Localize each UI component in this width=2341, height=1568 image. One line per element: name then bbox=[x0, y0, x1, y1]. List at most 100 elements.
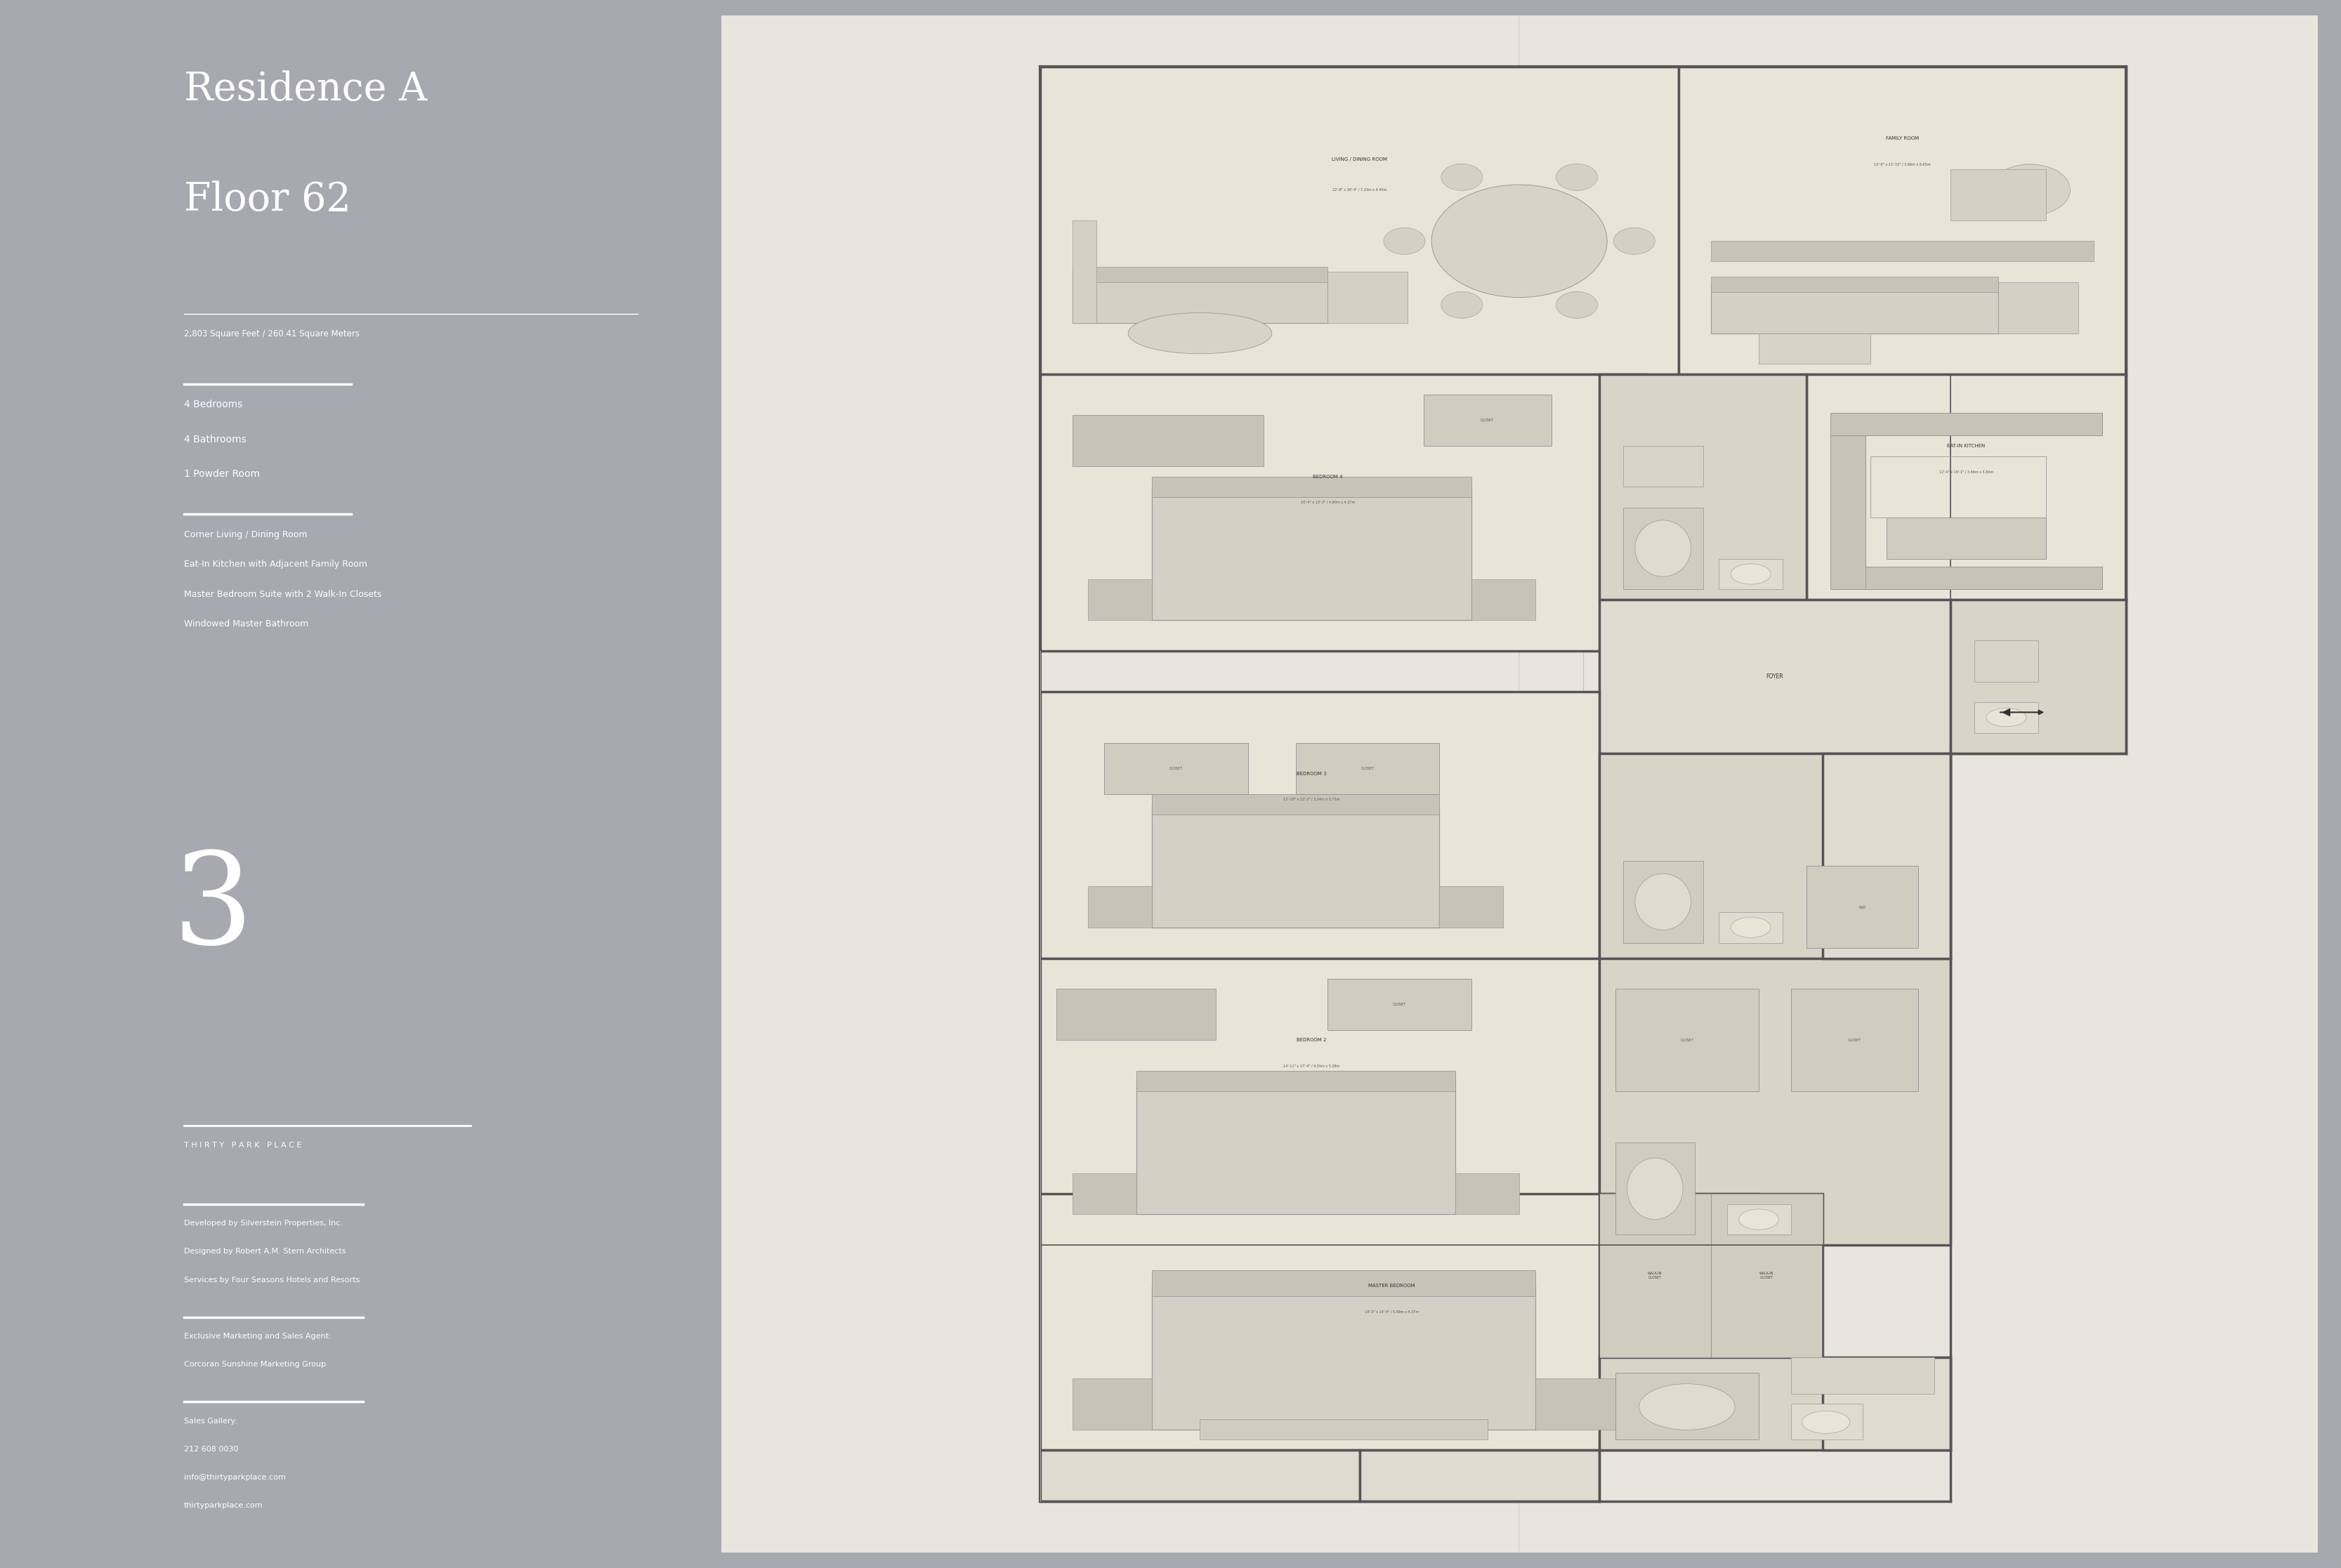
Bar bbox=[1870, 456, 2046, 517]
Bar bbox=[1728, 1204, 1791, 1234]
Text: 12'-10" x 12'-3" / 3.24m x 3.73m: 12'-10" x 12'-3" / 3.24m x 3.73m bbox=[1283, 798, 1339, 801]
Bar bbox=[1472, 579, 1536, 619]
Bar bbox=[1758, 334, 1870, 364]
Text: 2,803 Square Feet / 260.41 Square Meters: 2,803 Square Feet / 260.41 Square Meters bbox=[185, 329, 361, 339]
Text: 14'-11" x 17'-4" / 4.55m x 5.28m: 14'-11" x 17'-4" / 4.55m x 5.28m bbox=[1283, 1065, 1339, 1068]
Bar bbox=[1599, 375, 1807, 599]
Bar bbox=[1072, 416, 1264, 466]
Bar bbox=[1711, 241, 2095, 262]
Text: 22'-8" x 36'-4" / 7.23m x 4.45m: 22'-8" x 36'-4" / 7.23m x 4.45m bbox=[1332, 188, 1386, 191]
Bar bbox=[1327, 978, 1472, 1030]
Text: Developed by Silverstein Properties, Inc.: Developed by Silverstein Properties, Inc… bbox=[185, 1220, 342, 1226]
Text: CLOSET: CLOSET bbox=[1681, 1038, 1693, 1041]
Text: W/D: W/D bbox=[1859, 905, 1866, 909]
Text: Floor 62: Floor 62 bbox=[185, 180, 351, 220]
Text: thirtyparkplace.com: thirtyparkplace.com bbox=[185, 1502, 262, 1508]
Bar bbox=[1711, 278, 1999, 292]
Bar bbox=[1791, 1403, 1863, 1439]
Bar bbox=[1831, 412, 2102, 436]
Text: Exclusive Marketing and Sales Agent:: Exclusive Marketing and Sales Agent: bbox=[185, 1333, 330, 1339]
Bar bbox=[1615, 989, 1758, 1091]
Bar bbox=[1039, 1193, 1758, 1450]
Bar bbox=[1536, 1378, 1615, 1430]
Bar bbox=[1807, 866, 1920, 949]
Bar bbox=[1456, 1173, 1519, 1214]
Text: WALK-IN
CLOSET: WALK-IN CLOSET bbox=[1648, 1272, 1662, 1279]
Bar bbox=[1135, 1071, 1456, 1091]
Text: 4 Bedrooms: 4 Bedrooms bbox=[185, 400, 243, 409]
Bar bbox=[1072, 1378, 1152, 1430]
Bar bbox=[1973, 702, 2039, 732]
Ellipse shape bbox=[1730, 564, 1770, 585]
Ellipse shape bbox=[1128, 312, 1271, 354]
Circle shape bbox=[1442, 292, 1482, 318]
Bar bbox=[1950, 169, 2046, 221]
Text: 12'-0" x 21'-10" / 3.66m x 6.65m: 12'-0" x 21'-10" / 3.66m x 6.65m bbox=[1875, 163, 1931, 166]
Bar bbox=[1999, 282, 2079, 334]
Text: CLOSET: CLOSET bbox=[1170, 767, 1182, 770]
Bar bbox=[1718, 913, 1784, 942]
Ellipse shape bbox=[1803, 1411, 1849, 1433]
Ellipse shape bbox=[1730, 917, 1770, 938]
Text: WALK-IN
CLOSET: WALK-IN CLOSET bbox=[1760, 1272, 1774, 1279]
Bar bbox=[1089, 579, 1152, 619]
Text: 16'-4" x 13'-2" / 4.80m x 4.37m: 16'-4" x 13'-2" / 4.80m x 4.37m bbox=[1302, 500, 1355, 503]
Bar bbox=[1360, 1450, 1599, 1501]
Bar bbox=[1039, 691, 1599, 958]
Bar bbox=[1622, 508, 1702, 590]
Text: BEDROOM 3: BEDROOM 3 bbox=[1297, 771, 1327, 776]
Bar bbox=[1599, 599, 1950, 753]
Text: T H I R T Y   P A R K   P L A C E: T H I R T Y P A R K P L A C E bbox=[185, 1142, 302, 1148]
Circle shape bbox=[1442, 165, 1482, 190]
Bar bbox=[1824, 1358, 1950, 1450]
Bar bbox=[1950, 599, 2126, 753]
Text: BEDROOM 2: BEDROOM 2 bbox=[1297, 1038, 1327, 1043]
Text: info@thirtyparkplace.com: info@thirtyparkplace.com bbox=[185, 1474, 286, 1480]
Bar bbox=[1711, 1193, 1824, 1358]
Bar bbox=[1831, 566, 2102, 590]
Text: Master Bedroom Suite with 2 Walk-In Closets: Master Bedroom Suite with 2 Walk-In Clos… bbox=[185, 590, 382, 599]
Circle shape bbox=[1613, 227, 1655, 254]
Text: Corcoran Sunshine Marketing Group: Corcoran Sunshine Marketing Group bbox=[185, 1361, 325, 1367]
Ellipse shape bbox=[1634, 873, 1690, 930]
Bar bbox=[1599, 753, 1950, 958]
Bar bbox=[1039, 375, 1648, 651]
Ellipse shape bbox=[1739, 1209, 1779, 1229]
Text: FOYER: FOYER bbox=[1765, 673, 1784, 679]
Text: MASTER BEDROOM: MASTER BEDROOM bbox=[1367, 1284, 1414, 1287]
Text: Sales Gallery:: Sales Gallery: bbox=[185, 1417, 236, 1424]
Bar bbox=[1615, 1374, 1758, 1439]
Text: Services by Four Seasons Hotels and Resorts: Services by Four Seasons Hotels and Reso… bbox=[185, 1276, 361, 1283]
Bar bbox=[1039, 67, 1678, 375]
Bar bbox=[1039, 958, 1599, 1245]
Bar bbox=[1831, 416, 1866, 590]
Text: 1 Powder Room: 1 Powder Room bbox=[185, 469, 260, 478]
Circle shape bbox=[1990, 165, 2069, 215]
Bar bbox=[1423, 395, 1552, 445]
Text: 18'-0" x 14'-4" / 5.49m x 4.37m: 18'-0" x 14'-4" / 5.49m x 4.37m bbox=[1365, 1309, 1419, 1314]
Text: Residence A: Residence A bbox=[185, 71, 426, 110]
Bar bbox=[1887, 517, 2046, 558]
Text: Windowed Master Bathroom: Windowed Master Bathroom bbox=[185, 619, 309, 629]
Bar bbox=[1105, 743, 1248, 795]
Bar bbox=[1072, 221, 1096, 323]
Text: CLOSET: CLOSET bbox=[1847, 1038, 1861, 1041]
Bar bbox=[1072, 267, 1327, 282]
Bar bbox=[1152, 1270, 1536, 1297]
Bar bbox=[1039, 1450, 1360, 1501]
Bar bbox=[1152, 804, 1440, 927]
Bar bbox=[1135, 1080, 1456, 1214]
Ellipse shape bbox=[1639, 1385, 1735, 1430]
Bar bbox=[1599, 1193, 1711, 1358]
Bar bbox=[1072, 271, 1327, 323]
Bar bbox=[1711, 282, 1999, 334]
Circle shape bbox=[1557, 165, 1597, 190]
Text: CLOSET: CLOSET bbox=[1360, 767, 1374, 770]
Bar bbox=[1718, 558, 1784, 590]
Bar bbox=[1599, 958, 1950, 1245]
Text: CLOSET: CLOSET bbox=[1482, 419, 1494, 422]
Bar bbox=[1791, 989, 1920, 1091]
Text: Eat-In Kitchen with Adjacent Family Room: Eat-In Kitchen with Adjacent Family Room bbox=[185, 560, 368, 569]
Bar bbox=[1599, 1193, 1824, 1358]
Text: LIVING / DINING ROOM: LIVING / DINING ROOM bbox=[1332, 157, 1388, 162]
